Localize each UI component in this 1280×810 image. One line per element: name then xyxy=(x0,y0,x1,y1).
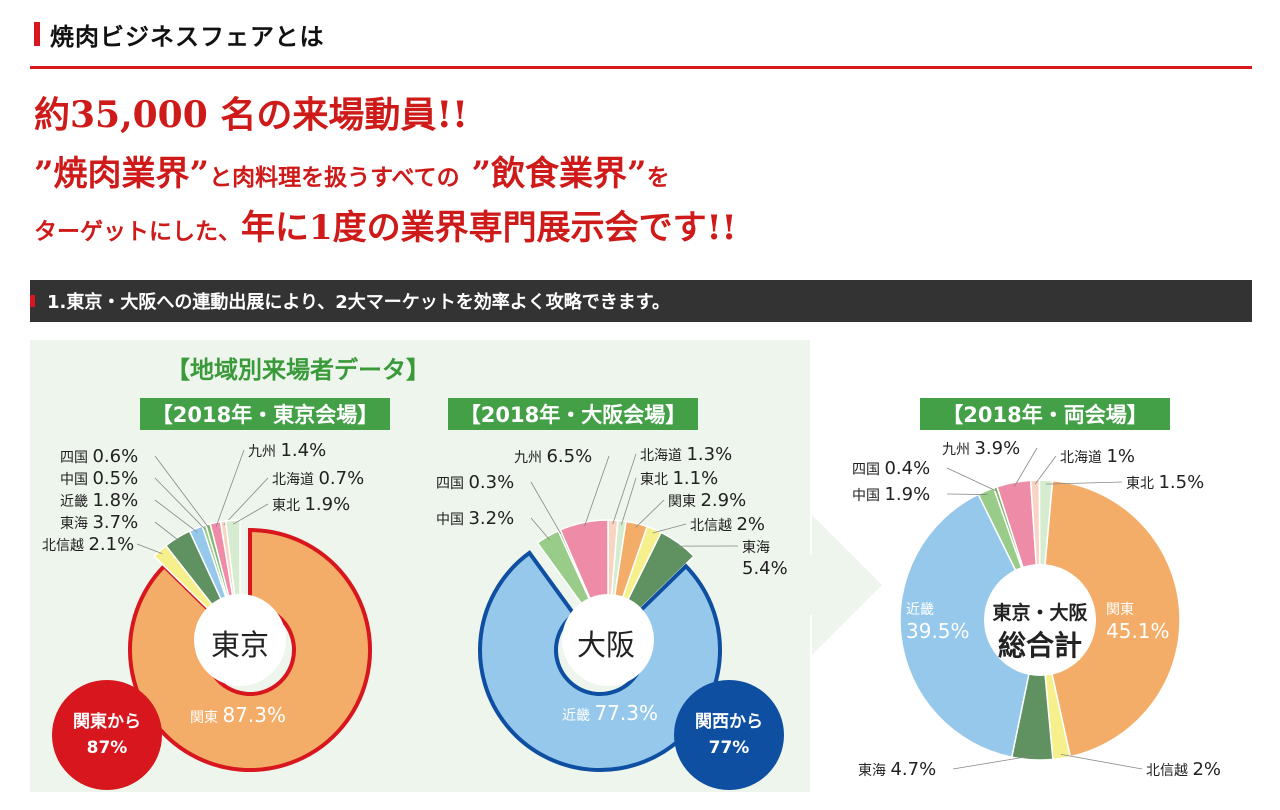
kanto-badge-line1: 関東から xyxy=(73,712,141,732)
combined-leader-8 xyxy=(1034,455,1057,485)
combined-label-7: 九州 3.9% xyxy=(942,438,1020,459)
combined-label-value-1: 45.1% xyxy=(1106,619,1170,643)
osaka-leader-7 xyxy=(530,517,550,541)
tokyo-label-2: 北信越 2.1% xyxy=(42,534,134,555)
headline-line-3: ターゲットにした、年に1度の業界専門展示会です!! xyxy=(34,200,737,249)
headline-annual-expo: 年に1度の業界専門展示会です!! xyxy=(241,208,737,248)
tokyo-leader-5 xyxy=(154,477,206,530)
combined-label-8: 北海道 1% xyxy=(1060,446,1135,467)
osaka-label-1: 北海道 1.3% xyxy=(640,444,732,465)
osaka-center-hole xyxy=(562,594,654,686)
tokyo-leader-9 xyxy=(232,503,269,525)
osaka-center-label: 大阪 xyxy=(576,628,635,662)
tokyo-label-4: 近畿 1.8% xyxy=(60,490,138,511)
tokyo-leader-7 xyxy=(215,449,245,527)
combined-leader-6 xyxy=(946,467,997,492)
combined-chart-title: 【2018年・両会場】 xyxy=(920,398,1170,430)
combined-center-label-1: 東京・大阪 xyxy=(992,602,1088,624)
osaka-leader-9 xyxy=(584,455,610,527)
tokyo-label-3: 東海 3.7% xyxy=(60,512,138,533)
title-divider xyxy=(30,66,1252,69)
combined-leader-9 xyxy=(1045,481,1123,485)
headline-visitors-count: 約35,000 xyxy=(34,94,208,136)
headline-target: ターゲットにした、 xyxy=(34,218,241,245)
osaka-label-name-5: 東海 xyxy=(742,540,770,556)
tokyo-slice-1 xyxy=(128,527,372,772)
combined-center-label-2: 総合計 xyxy=(997,629,1082,662)
kanto-badge-line2: 87% xyxy=(86,738,128,758)
tokyo-label-1: 関東 87.3% xyxy=(190,703,286,727)
combined-label-name-4: 近畿 xyxy=(906,602,934,618)
osaka-leader-1 xyxy=(612,453,637,525)
combined-label-name-1: 関東 xyxy=(1106,602,1134,618)
tokyo-label-5: 中国 0.5% xyxy=(60,468,138,489)
osaka-chart-title: 【2018年・大阪会場】 xyxy=(448,398,698,430)
tokyo-label-9: 東北 1.9% xyxy=(272,494,350,515)
tokyo-leader-4 xyxy=(154,499,198,533)
osaka-label-7: 中国 3.2% xyxy=(436,508,514,529)
combined-label-5: 中国 1.9% xyxy=(852,484,930,505)
tokyo-leader-2 xyxy=(136,543,163,555)
osaka-leader-4 xyxy=(652,523,687,534)
section-heading: 1.東京・大阪への連動出展により、2大マーケットを効率よく攻略できます。 xyxy=(47,292,671,313)
osaka-label-3: 関東 2.9% xyxy=(668,490,746,511)
combined-center-hole xyxy=(984,564,1096,676)
osaka-label-4: 北信越 2% xyxy=(690,514,765,535)
overall-chart-title: 【地域別来場者データ】 xyxy=(166,356,430,384)
kansai-badge-line1: 関西から xyxy=(695,712,763,732)
page-title: 焼肉ビジネスフェアとは xyxy=(34,18,325,51)
section-heading-bar: 1.東京・大阪への連動出展により、2大マーケットを効率よく攻略できます。 xyxy=(30,280,1252,322)
combined-label-value-4: 39.5% xyxy=(906,619,970,643)
combined-label-9: 東北 1.5% xyxy=(1126,472,1204,493)
osaka-label-9: 九州 6.5% xyxy=(514,446,592,467)
osaka-label-2: 東北 1.1% xyxy=(640,468,718,489)
headline-visitors-text: 名の来場動員!! xyxy=(220,94,468,136)
combined-leader-2 xyxy=(1060,753,1143,770)
headline-food-industry: ”飲食業界” xyxy=(471,154,647,194)
headline-line-1: 約35,000 名の来場動員!! xyxy=(34,86,468,138)
arrow-right-icon xyxy=(812,515,882,655)
title-accent-bar xyxy=(34,22,40,46)
osaka-leader-8 xyxy=(530,481,562,535)
tokyo-leader-6 xyxy=(154,455,210,529)
headline-yakiniku-industry: ”焼肉業界” xyxy=(34,154,210,194)
tokyo-label-7: 九州 1.4% xyxy=(248,440,326,461)
kansai-badge: 関西から 77% xyxy=(674,680,784,790)
headline-particle: を xyxy=(646,164,670,191)
kanto-badge: 関東から 87% xyxy=(52,680,162,790)
headline-meat-cuisine: と肉料理を扱うすべての xyxy=(209,164,460,191)
page-title-text: 焼肉ビジネスフェアとは xyxy=(50,22,325,51)
tokyo-label-8: 北海道 0.7% xyxy=(272,468,364,489)
osaka-leader-2 xyxy=(621,477,637,525)
headline-line-2: ”焼肉業界”と肉料理を扱うすべての ”飲食業界”を xyxy=(34,146,670,195)
combined-label-3: 東海 4.7% xyxy=(858,759,936,780)
tokyo-label-6: 四国 0.6% xyxy=(60,446,138,467)
osaka-label-6: 近畿 77.3% xyxy=(562,701,658,725)
tokyo-chart-title: 【2018年・東京会場】 xyxy=(140,398,390,430)
combined-label-6: 四国 0.4% xyxy=(852,458,930,479)
combined-leader-7 xyxy=(1014,447,1038,487)
tokyo-center-hole xyxy=(194,594,286,686)
combined-label-2: 北信越 2% xyxy=(1146,759,1221,780)
combined-leader-3 xyxy=(952,755,1033,770)
kansai-badge-line2: 77% xyxy=(708,738,750,758)
osaka-label-8: 四国 0.3% xyxy=(436,472,514,493)
osaka-leader-3 xyxy=(635,499,665,528)
tokyo-leader-8 xyxy=(223,477,269,526)
tokyo-leader-3 xyxy=(154,521,180,542)
tokyo-center-label: 東京 xyxy=(210,628,269,662)
osaka-label-value-5: 5.4% xyxy=(742,558,788,579)
section-marker xyxy=(30,295,35,307)
combined-leader-5 xyxy=(946,493,988,495)
